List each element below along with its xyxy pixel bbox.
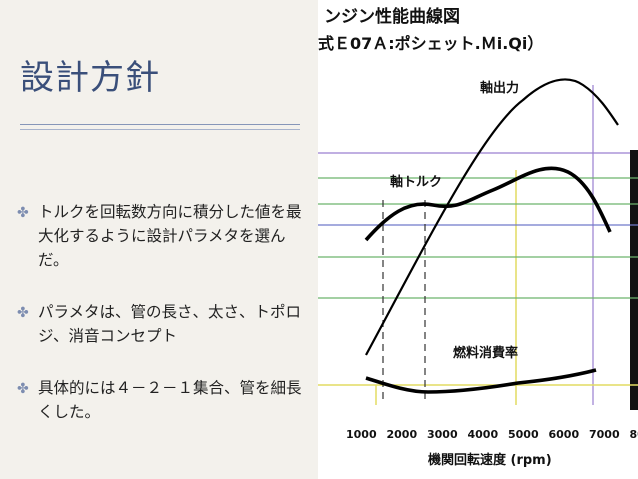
bullet-flower-icon: ✤ [17,205,29,221]
x-tick-label: 7000 [589,428,620,441]
slide-title: 設計方針 [20,58,160,98]
bullet-item: ✤ トルクを回転数方向に積分した値を最大化するように設計パラメタを選んだ。 [14,200,309,272]
edge-mark [630,150,638,410]
bullet-text: トルクを回転数方向に積分した値を最大化するように設計パラメタを選んだ。 [38,203,302,269]
bullet-flower-icon: ✤ [17,305,29,321]
bullet-list: ✤ トルクを回転数方向に積分した値を最大化するように設計パラメタを選んだ。 ✤ … [14,200,309,452]
bullet-item: ✤ パラメタは、管の長さ、太さ、トポロジ、消音コンセプト [14,300,309,348]
bullet-item: ✤ 具体的には４－２－１集合、管を細長くした。 [14,376,309,424]
torque-curve [364,166,612,242]
x-tick-label: 6000 [549,428,580,441]
x-tick-label: 3000 [427,428,458,441]
label-power: 軸出力 [480,80,519,96]
figure-header-line2: 式Ｅ07Ａ:ポシェット.Ｍi.Qi） [318,34,543,53]
figure-panel: ンジン性能曲線図 式Ｅ07Ａ:ポシェット.Ｍi.Qi） [318,0,638,479]
x-axis-label: 機関回転速度 (rpm) [428,452,552,468]
x-tick-label: 1000 [346,428,377,441]
x-tick-label: 800 [630,428,638,441]
guide-lines [318,85,638,405]
title-divider-secondary [20,129,300,130]
figure-header-line1: ンジン性能曲線図 [324,6,460,27]
title-divider [20,124,300,125]
x-tick-label: 4000 [468,428,499,441]
label-fuel: 燃料消費率 [453,345,518,361]
label-torque: 軸トルク [390,174,442,190]
engine-performance-chart: ンジン性能曲線図 式Ｅ07Ａ:ポシェット.Ｍi.Qi） [318,6,638,468]
bullet-text: 具体的には４－２－１集合、管を細長くした。 [38,379,302,421]
bullet-text: パラメタは、管の長さ、太さ、トポロジ、消音コンセプト [38,303,302,345]
fuel-consumption-curve [365,368,597,394]
x-tick-label: 5000 [508,428,539,441]
x-axis-ticks: 1000 2000 3000 4000 5000 6000 7000 800 [346,428,638,441]
bullet-flower-icon: ✤ [17,381,29,397]
text-panel: 設計方針 ✤ トルクを回転数方向に積分した値を最大化するように設計パラメタを選ん… [0,0,318,479]
x-tick-label: 2000 [387,428,418,441]
power-curve [365,78,619,356]
